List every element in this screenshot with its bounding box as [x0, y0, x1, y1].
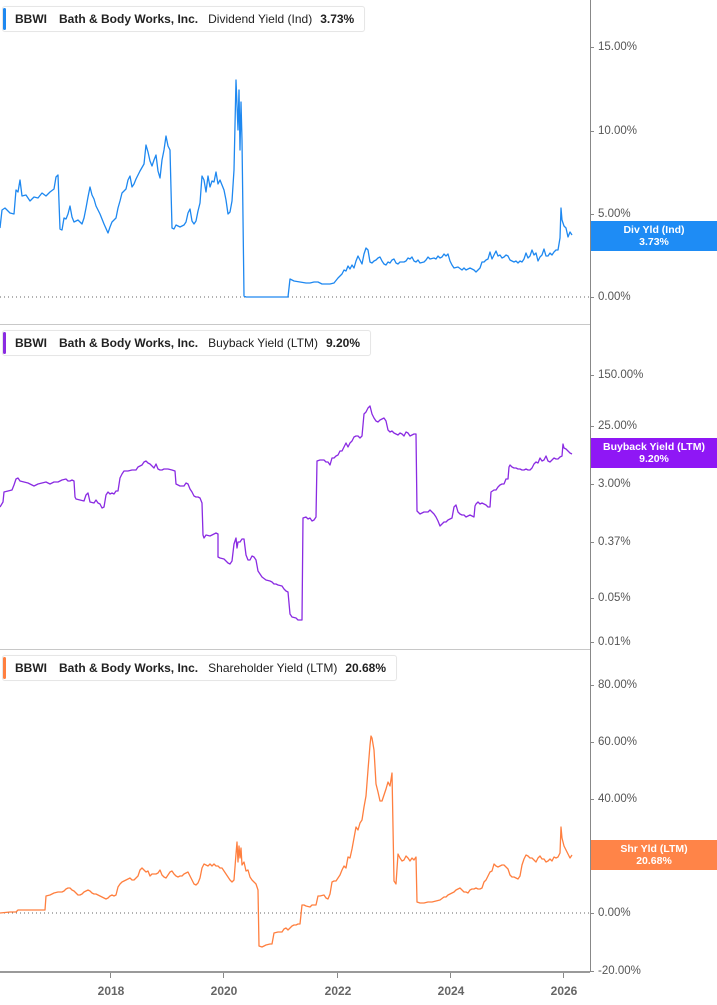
y-tick-mark: [590, 214, 594, 215]
y-tick-mark: [590, 47, 594, 48]
badge-label: Div Yld (Ind): [623, 224, 685, 236]
x-tick-label: 2022: [324, 984, 352, 998]
current-value-badge-dividend: Div Yld (Ind) 3.73%: [591, 221, 717, 251]
x-tick-mark: [223, 973, 224, 978]
shareholder-yield-line: [0, 735, 573, 948]
x-tick-mark: [450, 973, 451, 978]
y-tick-label: 80.00%: [598, 679, 638, 691]
y-tick-mark: [590, 426, 594, 427]
y-tick-label: 0.00%: [598, 291, 631, 303]
y-tick-label: 10.00%: [598, 125, 638, 137]
legend-ticker: BBWI: [15, 661, 47, 675]
y-tick-mark: [590, 297, 594, 298]
y-tick-label: 60.00%: [598, 736, 638, 748]
y-tick-label: 0.01%: [598, 636, 631, 648]
y-tick-label: 5.00%: [598, 208, 631, 220]
y-tick-mark: [590, 375, 594, 376]
legend-ticker: BBWI: [15, 12, 47, 26]
badge-label: Shr Yld (LTM): [620, 843, 688, 855]
badge-label: Buyback Yield (LTM): [603, 441, 705, 453]
badge-value: 9.20%: [639, 453, 669, 465]
chart-plot-area: [0, 79, 590, 948]
x-tick-label: 2024: [437, 984, 465, 998]
y-tick-mark: [590, 484, 594, 485]
y-axis-line: [590, 0, 591, 972]
y-tick-label: -20.00%: [598, 965, 641, 977]
x-tick-label: 2026: [550, 984, 578, 998]
legend-metric: Buyback Yield (LTM): [208, 336, 318, 350]
panel-separator: [0, 649, 590, 650]
y-tick-label: 40.00%: [598, 793, 638, 805]
y-tick-label: 0.37%: [598, 536, 631, 548]
y-tick-mark: [590, 742, 594, 743]
x-tick-mark: [110, 973, 111, 978]
series-color-marker: [3, 8, 6, 30]
badge-value: 20.68%: [636, 855, 672, 867]
legend-metric: Dividend Yield (Ind): [208, 12, 313, 26]
legend-value: 20.68%: [345, 661, 387, 675]
legend-buyback-yield[interactable]: BBWI Bath & Body Works, Inc. Buyback Yie…: [2, 330, 371, 356]
x-tick-mark: [563, 973, 564, 978]
x-tick-label: 2020: [210, 984, 238, 998]
dividend-yield-line: [0, 79, 573, 298]
legend-value: 9.20%: [325, 336, 360, 350]
x-tick-mark: [337, 973, 338, 978]
legend-company: Bath & Body Works, Inc.: [59, 661, 199, 675]
y-tick-label: 0.05%: [598, 592, 631, 604]
y-tick-label: 25.00%: [598, 420, 638, 432]
y-tick-label: 15.00%: [598, 41, 638, 53]
y-tick-mark: [590, 131, 594, 132]
y-tick-mark: [590, 598, 594, 599]
current-value-badge-shareholder: Shr Yld (LTM) 20.68%: [591, 840, 717, 870]
series-color-marker: [3, 332, 6, 354]
buyback-yield-line: [0, 405, 573, 621]
legend-company: Bath & Body Works, Inc.: [59, 336, 199, 350]
legend-value: 3.73%: [320, 12, 355, 26]
y-tick-mark: [590, 913, 594, 914]
legend-company: Bath & Body Works, Inc.: [59, 12, 199, 26]
y-tick-mark: [590, 542, 594, 543]
legend-ticker: BBWI: [15, 336, 47, 350]
y-tick-mark: [590, 685, 594, 686]
y-tick-label: 0.00%: [598, 907, 631, 919]
legend-shareholder-yield[interactable]: BBWI Bath & Body Works, Inc. Shareholder…: [2, 655, 398, 681]
x-axis-line: [0, 971, 590, 973]
y-tick-mark: [590, 799, 594, 800]
y-tick-label: 150.00%: [598, 369, 644, 381]
legend-metric: Shareholder Yield (LTM): [208, 661, 338, 675]
y-tick-label: 3.00%: [598, 478, 631, 490]
panel-separator: [0, 324, 590, 325]
current-value-badge-buyback: Buyback Yield (LTM) 9.20%: [591, 438, 717, 468]
y-tick-mark: [590, 642, 594, 643]
badge-value: 3.73%: [639, 236, 669, 248]
y-tick-mark: [590, 971, 594, 972]
series-color-marker: [3, 657, 6, 679]
x-tick-label: 2018: [97, 984, 125, 998]
legend-dividend-yield[interactable]: BBWI Bath & Body Works, Inc. Dividend Yi…: [2, 6, 366, 32]
